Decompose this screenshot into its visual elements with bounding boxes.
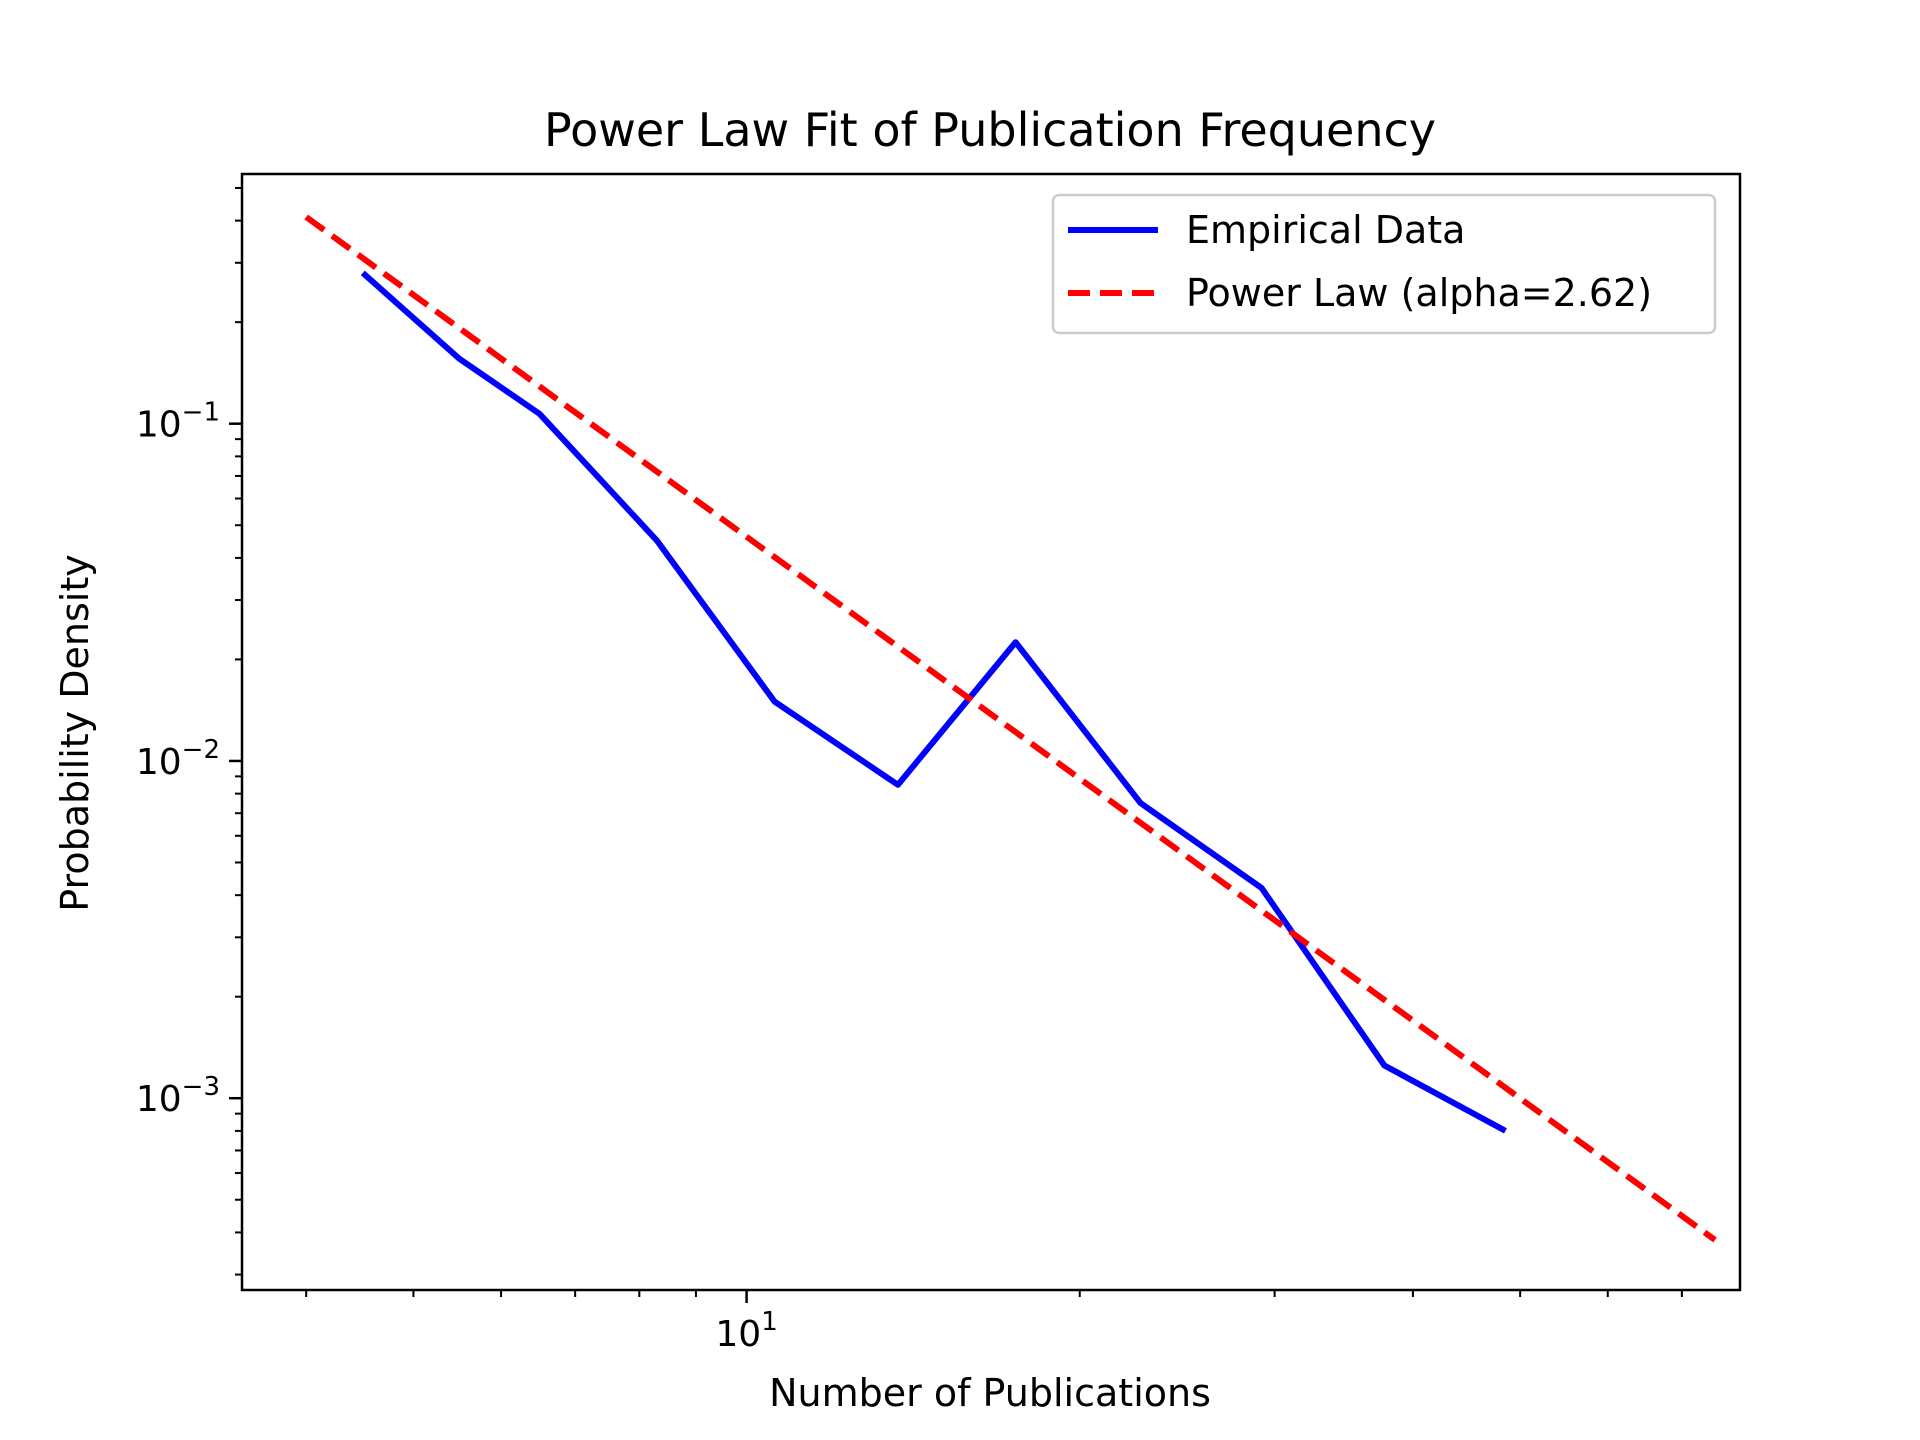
legend: Empirical Data Power Law (alpha=2.62) — [1051, 193, 1717, 335]
y-tick-label: 10−1 — [136, 398, 220, 446]
plot-area: 101 10−1 10−2 10−3 — [136, 172, 1742, 1355]
axes-frame — [240, 172, 1742, 1292]
y-tick-label: 10−2 — [136, 735, 220, 783]
chart-title: Power Law Fit of Publication Frequency — [544, 103, 1436, 157]
series-lines — [304, 214, 1717, 1243]
series-line-power-law — [304, 214, 1717, 1243]
x-axis-label: Number of Publications — [769, 1371, 1211, 1415]
y-axis-label: Probability Density — [53, 554, 97, 911]
legend-label: Empirical Data — [1186, 208, 1465, 252]
legend-label: Power Law (alpha=2.62) — [1186, 271, 1652, 315]
series-line-empirical — [360, 270, 1507, 1134]
legend-box — [1051, 193, 1717, 335]
y-tick-label: 10−3 — [136, 1072, 220, 1120]
x-tick-label: 101 — [715, 1307, 777, 1355]
